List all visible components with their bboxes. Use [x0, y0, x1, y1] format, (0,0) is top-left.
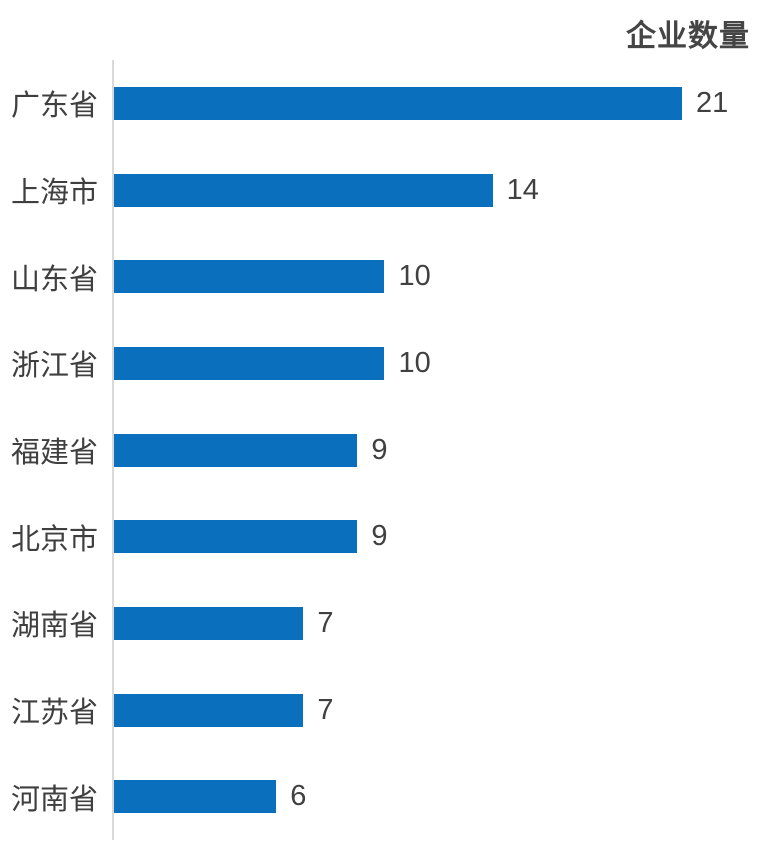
bar-row: 浙江省 10 [0, 320, 772, 407]
value-label: 10 [398, 346, 431, 379]
category-label: 上海市 [10, 175, 98, 209]
value-label: 6 [290, 780, 307, 813]
bar [114, 780, 277, 814]
category-label: 湖南省 [10, 608, 98, 643]
bar [114, 433, 358, 467]
category-label: 河南省 [10, 781, 98, 816]
bar [114, 346, 385, 380]
bar-rows: 广东省 21 上海市 14 山东省 10 浙江省 10 福建省 9 北京市 9 … [0, 60, 772, 840]
value-label: 7 [317, 606, 334, 639]
category-label: 广东省 [10, 88, 98, 123]
value-label: 7 [317, 693, 334, 726]
value-label: 9 [371, 520, 388, 553]
bar-row: 广东省 21 [0, 60, 772, 147]
bar [114, 606, 304, 640]
bar-row: 河南省 6 [0, 753, 772, 840]
category-label: 浙江省 [10, 348, 98, 383]
value-label: 21 [696, 86, 729, 119]
category-label: 江苏省 [10, 695, 98, 730]
bar [114, 173, 493, 207]
category-label: 福建省 [10, 435, 98, 470]
bar-row: 江苏省 7 [0, 667, 772, 754]
y-axis-line [112, 60, 114, 840]
bar-row: 山东省 10 [0, 233, 772, 320]
category-label: 山东省 [10, 261, 98, 296]
bar-row: 上海市 14 [0, 147, 772, 234]
bar [114, 693, 304, 727]
bar-row: 福建省 9 [0, 407, 772, 494]
bar-row: 湖南省 7 [0, 580, 772, 667]
bar-row: 北京市 9 [0, 493, 772, 580]
bar [114, 520, 358, 554]
value-label: 10 [398, 260, 431, 293]
bar [114, 260, 385, 294]
category-label: 北京市 [10, 521, 98, 556]
bar [114, 86, 682, 120]
chart-title: 企业数量 [626, 20, 750, 53]
value-label: 14 [506, 173, 539, 206]
value-label: 9 [371, 433, 388, 466]
